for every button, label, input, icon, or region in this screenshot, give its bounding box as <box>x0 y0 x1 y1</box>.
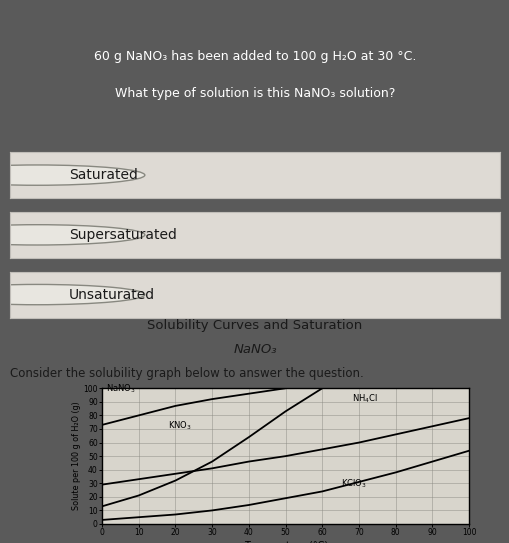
Text: KNO$_3$: KNO$_3$ <box>168 419 191 432</box>
Text: KClO$_3$: KClO$_3$ <box>340 477 365 490</box>
Text: Saturated: Saturated <box>69 168 137 182</box>
Text: Consider the solubility graph below to answer the question.: Consider the solubility graph below to a… <box>10 367 363 380</box>
Text: Solubility Curves and Saturation: Solubility Curves and Saturation <box>147 319 362 332</box>
Y-axis label: Solute per 100 g of H₂O (g): Solute per 100 g of H₂O (g) <box>71 402 80 510</box>
Circle shape <box>0 225 145 245</box>
Text: 60 g NaNO₃ has been added to 100 g H₂O at 30 °C.: 60 g NaNO₃ has been added to 100 g H₂O a… <box>94 50 415 62</box>
Text: What type of solution is this NaNO₃ solution?: What type of solution is this NaNO₃ solu… <box>115 87 394 100</box>
Text: NaNO$_3$: NaNO$_3$ <box>105 382 135 395</box>
Text: Unsaturated: Unsaturated <box>69 288 155 301</box>
Circle shape <box>0 165 145 185</box>
Text: NaNO₃: NaNO₃ <box>233 343 276 356</box>
Text: NH$_4$Cl: NH$_4$Cl <box>351 392 377 405</box>
X-axis label: Temperature (°C): Temperature (°C) <box>243 541 327 543</box>
Circle shape <box>0 285 145 305</box>
Text: Supersaturated: Supersaturated <box>69 228 177 242</box>
